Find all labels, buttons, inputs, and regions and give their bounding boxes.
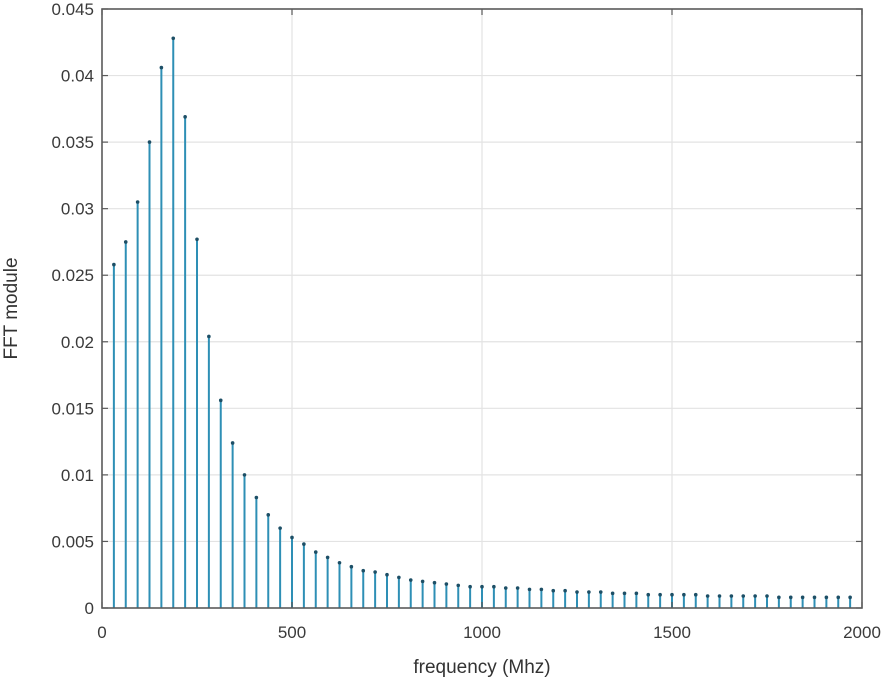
stem-marker	[777, 595, 781, 600]
stem-marker	[682, 592, 686, 597]
stem-marker	[302, 542, 306, 546]
stem-marker	[741, 594, 746, 598]
stem-marker	[207, 334, 211, 339]
x-axis-ticks: 0 500 1000 1500 2000	[97, 9, 881, 642]
stem-marker	[658, 592, 662, 597]
stem-marker	[432, 580, 437, 585]
y-tick-label: 0.025	[51, 266, 94, 285]
stem-marker	[290, 535, 294, 540]
stem-marker	[765, 594, 769, 598]
stem-marker	[218, 398, 223, 403]
x-tick-label: 0	[97, 623, 106, 642]
stem-marker	[397, 575, 401, 580]
x-tick-label: 2000	[843, 623, 881, 642]
y-tick-label: 0.02	[61, 333, 94, 352]
grid-lines	[102, 9, 862, 608]
x-tick-label: 1000	[463, 623, 501, 642]
stem-marker	[325, 555, 330, 560]
stem-marker	[610, 591, 615, 596]
stem-marker	[503, 586, 508, 590]
stem-marker	[515, 586, 520, 590]
stem-marker	[385, 572, 389, 577]
stem-marker	[848, 595, 852, 600]
y-tick-label: 0	[85, 599, 94, 618]
stem-marker	[456, 583, 461, 588]
stem-marker	[159, 65, 164, 70]
stem-marker	[753, 594, 757, 598]
stem-marker	[693, 592, 698, 597]
stem-marker	[112, 262, 116, 267]
stem-marker	[123, 240, 128, 244]
stem-marker	[587, 590, 591, 594]
y-axis-ticks: 0 0.005 0.01 0.015 0.02 0.025 0.03 0.035 0.04 0.0…	[51, 0, 862, 618]
y-tick-label: 0.03	[61, 200, 94, 219]
stem-marker	[634, 591, 639, 596]
stem-marker	[230, 441, 235, 445]
stem-marker	[670, 592, 674, 597]
stem-marker	[242, 473, 247, 477]
stem-marker	[337, 560, 342, 565]
stem-marker	[836, 595, 841, 600]
stem-marker	[254, 495, 259, 500]
stem-marker	[171, 36, 176, 41]
stem-marker	[183, 115, 187, 119]
y-axis-label: FFT module	[1, 257, 22, 359]
stem-marker	[598, 590, 603, 594]
stem-marker	[705, 594, 710, 598]
stem-marker	[824, 595, 829, 600]
stem-marker	[480, 584, 484, 589]
stem-marker	[563, 588, 567, 593]
stem-marker	[278, 526, 282, 530]
stem-marker	[361, 568, 366, 573]
y-tick-label: 0.04	[61, 67, 94, 86]
y-tick-label: 0.015	[51, 399, 94, 418]
stem-marker	[444, 582, 449, 586]
x-tick-label: 500	[278, 623, 306, 642]
stem-marker	[575, 590, 579, 594]
y-tick-label: 0.035	[51, 133, 94, 152]
stem-marker	[408, 578, 413, 582]
stem-marker	[420, 579, 425, 584]
x-axis-label: frequency (Mhz)	[413, 657, 550, 678]
stem-marker	[527, 587, 532, 592]
stem-series	[112, 36, 852, 608]
y-tick-label: 0.01	[61, 466, 94, 485]
stem-marker	[622, 591, 627, 596]
stem-marker	[195, 237, 199, 242]
stem-marker	[539, 587, 544, 592]
stem-marker	[468, 584, 472, 589]
stem-marker	[373, 570, 377, 574]
x-tick-label: 1500	[653, 623, 691, 642]
stem-marker	[788, 595, 793, 600]
stem-marker	[492, 584, 496, 589]
stem-marker	[812, 595, 817, 600]
stem-marker	[717, 594, 722, 598]
stem-marker	[147, 140, 152, 144]
stem-marker	[135, 200, 140, 204]
stem-marker	[729, 594, 734, 598]
stem-marker	[551, 588, 556, 593]
stem-marker	[313, 550, 318, 554]
stem-marker	[349, 564, 354, 569]
stem-marker	[646, 592, 651, 597]
y-tick-label: 0.045	[51, 0, 94, 19]
y-tick-label: 0.005	[51, 532, 94, 551]
stem-marker	[800, 595, 805, 600]
stem-marker	[266, 513, 271, 517]
